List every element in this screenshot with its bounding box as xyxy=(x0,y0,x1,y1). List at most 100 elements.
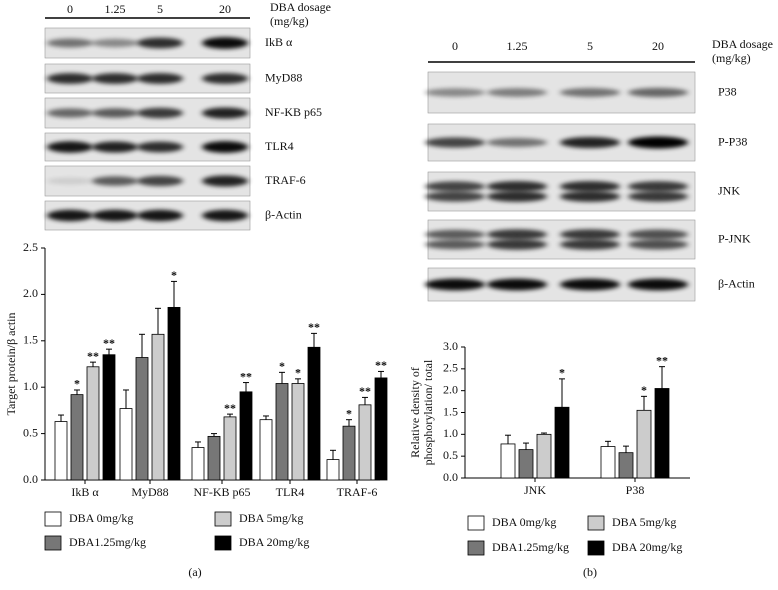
blot-band xyxy=(486,239,548,250)
blot-band xyxy=(201,37,249,49)
blot-band xyxy=(424,191,486,202)
bar xyxy=(191,447,205,481)
blot-row-label: NF-KB p65 xyxy=(265,105,322,119)
blot-row-label: MyD88 xyxy=(265,70,302,84)
bar xyxy=(86,366,100,481)
blot-band xyxy=(424,137,486,148)
y-tick-label: 0.0 xyxy=(23,472,38,486)
blot-band xyxy=(46,38,94,48)
y-tick-label: 0.0 xyxy=(443,470,458,484)
significance-label: ** xyxy=(240,369,252,383)
blot-band xyxy=(627,191,689,202)
significance-label: ** xyxy=(656,353,668,367)
bar xyxy=(342,425,356,481)
dosage-title: DBA dosage xyxy=(270,0,331,14)
bar xyxy=(54,421,68,481)
panel-label: (a) xyxy=(188,565,201,579)
blot-band xyxy=(424,88,486,97)
bar xyxy=(207,435,221,481)
blot-band xyxy=(136,141,184,153)
blot-band xyxy=(136,175,184,187)
bar xyxy=(151,333,165,481)
legend-label: DBA 5mg/kg xyxy=(612,515,676,529)
y-tick-label: 2.0 xyxy=(443,382,458,396)
dosage-label: 5 xyxy=(587,39,593,53)
blot-band xyxy=(46,141,94,153)
y-axis-label: phosphorylation/ total xyxy=(421,359,435,465)
y-tick-label: 2.5 xyxy=(443,361,458,375)
blot-band xyxy=(424,278,486,291)
blot-band xyxy=(627,181,689,192)
blot-band xyxy=(559,229,621,240)
significance-label: * xyxy=(641,383,647,397)
x-tick-label: P38 xyxy=(626,483,645,497)
bar xyxy=(135,357,149,481)
significance-label: * xyxy=(559,366,565,380)
blot-row-label: β-Actin xyxy=(265,207,302,221)
blot-band xyxy=(486,181,548,192)
y-tick-label: 1.5 xyxy=(443,404,458,418)
blot-band xyxy=(46,73,94,84)
y-tick-label: 1.0 xyxy=(23,379,38,393)
blot-band xyxy=(559,181,621,192)
blot-band xyxy=(91,38,139,48)
blot-band xyxy=(486,278,548,291)
blot-band xyxy=(136,37,184,49)
significance-label: ** xyxy=(359,384,371,398)
blot-band xyxy=(91,209,139,222)
dosage-title: (mg/kg) xyxy=(270,14,309,28)
blot-band xyxy=(91,141,139,153)
blot-band xyxy=(486,229,548,240)
blot-band xyxy=(559,239,621,250)
y-tick-label: 1.5 xyxy=(23,333,38,347)
y-tick-label: 0.5 xyxy=(443,448,458,462)
blot-band xyxy=(46,108,94,118)
legend-label: DBA 20mg/kg xyxy=(239,535,309,549)
blot-band xyxy=(201,73,249,84)
x-tick-label: IkB α xyxy=(71,485,99,499)
bar xyxy=(223,416,237,481)
legend-label: DBA 0mg/kg xyxy=(69,511,133,525)
blot-strip xyxy=(427,219,696,260)
bar xyxy=(291,383,305,481)
dosage-label: 1.25 xyxy=(507,39,528,53)
blot-band xyxy=(91,108,139,118)
bar xyxy=(119,408,133,481)
significance-label: * xyxy=(171,268,177,282)
blot-row-label: JNK xyxy=(718,183,740,197)
dosage-title: (mg/kg) xyxy=(712,51,751,65)
legend-swatch xyxy=(587,515,605,531)
y-axis-label: Target protein/β actin xyxy=(4,312,18,415)
blot-row-label: TLR4 xyxy=(265,139,294,153)
legend-swatch xyxy=(214,511,232,527)
y-tick-label: 0.5 xyxy=(23,425,38,439)
dosage-title: DBA dosage xyxy=(712,37,773,51)
bar xyxy=(239,391,253,481)
legend-label: DBA 5mg/kg xyxy=(239,511,303,525)
blot-band xyxy=(91,176,139,186)
blot-band xyxy=(201,107,249,119)
blot-row-label: IkB α xyxy=(265,35,293,49)
x-tick-label: NF-KB p65 xyxy=(193,485,250,499)
panel-label: (b) xyxy=(583,565,597,579)
blot-band xyxy=(486,138,548,147)
blot-row-label: P-JNK xyxy=(718,231,751,245)
blot-band xyxy=(559,88,621,97)
legend-swatch xyxy=(587,540,605,556)
dosage-label: 0 xyxy=(452,39,458,53)
bar xyxy=(636,409,652,479)
y-tick-label: 2.5 xyxy=(23,240,38,254)
legend-swatch xyxy=(467,515,485,531)
blot-band xyxy=(46,209,94,222)
bar xyxy=(307,346,321,481)
significance-label: * xyxy=(295,366,301,380)
x-tick-label: JNK xyxy=(524,483,546,497)
bar xyxy=(374,377,388,481)
bar xyxy=(654,388,670,479)
bar xyxy=(618,452,634,479)
blot-band xyxy=(136,107,184,119)
x-tick-label: TRAF-6 xyxy=(337,485,378,499)
y-tick-label: 3.0 xyxy=(443,339,458,353)
